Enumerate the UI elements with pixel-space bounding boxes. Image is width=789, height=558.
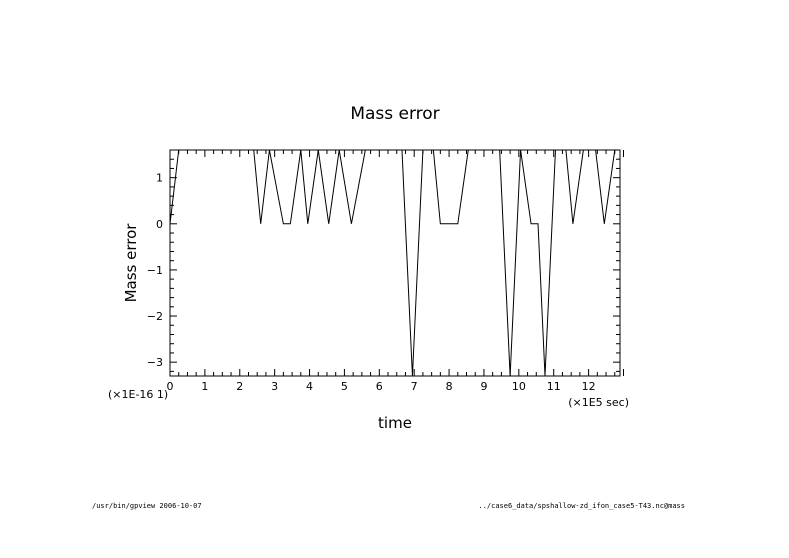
x-tick-label: 9 [480,380,487,393]
x-axis-label: time [378,414,412,432]
x-multiplier-label: (×1E5 sec) [568,396,629,409]
series-line [170,150,616,376]
y-tick-label: 1 [156,172,163,185]
footer-right: ../case6_data/spshallow-zd_ifon_case5-T4… [478,502,685,510]
x-tick-label: 6 [376,380,383,393]
tick-labels: 0 1 2 3 4 5 6 7 8 9 10 11 12−3−2−101 [147,172,596,393]
x-tick-label: 3 [271,380,278,393]
y-tick-label: −2 [147,310,163,323]
x-tick-label: 1 [201,380,208,393]
x-tick-label: 12 [582,380,596,393]
y-multiplier-label: (×1E-16 1) [108,388,168,401]
axis-ticks [169,149,624,376]
x-tick-label: 8 [446,380,453,393]
x-tick-label: 10 [512,380,526,393]
x-tick-label: 2 [236,380,243,393]
chart-title: Mass error [350,104,439,124]
y-tick-label: −3 [147,356,163,369]
footer-left: /usr/bin/gpview 2006-10-07 [92,502,202,510]
x-tick-label: 11 [547,380,561,393]
x-tick-label: 0 [167,380,174,393]
y-axis-label: Mass error [122,223,140,303]
x-tick-label: 5 [341,380,348,393]
x-tick-label: 7 [411,380,418,393]
y-tick-label: 0 [156,218,163,231]
x-tick-label: 4 [306,380,313,393]
y-tick-label: −1 [147,264,163,277]
plot-frame [169,149,621,377]
